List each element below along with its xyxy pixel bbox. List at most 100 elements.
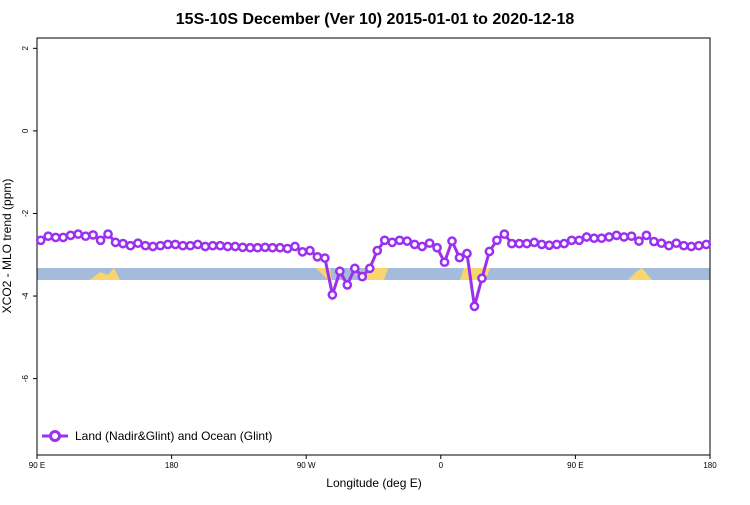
data-point: [237, 242, 248, 253]
x-tick-label: 90 E: [567, 461, 583, 470]
y-axis-label: XCO2 - MLO trend (ppm): [0, 179, 14, 314]
data-point: [394, 235, 405, 246]
data-point: [566, 235, 577, 246]
data-point: [619, 232, 629, 242]
data-point: [596, 233, 607, 244]
data-point: [140, 240, 151, 251]
data-point: [626, 231, 637, 242]
data-point: [245, 242, 255, 253]
data-point: [521, 238, 532, 249]
data-point: [349, 263, 360, 274]
data-point: [536, 239, 547, 250]
data-point: [357, 271, 368, 282]
data-point: [267, 242, 278, 253]
data-point: [544, 240, 555, 251]
data-point: [50, 232, 61, 243]
data-point: [335, 266, 345, 277]
data-point: [551, 239, 562, 250]
data-point: [192, 239, 203, 250]
data-point: [230, 241, 241, 252]
x-tick-label: 180: [703, 461, 717, 470]
data-point: [312, 251, 323, 262]
legend-marker: [49, 430, 61, 442]
data-point: [88, 230, 98, 240]
y-tick-label: 2: [21, 46, 30, 51]
data-point: [686, 241, 697, 252]
data-point: [477, 273, 487, 284]
data-point: [110, 237, 121, 248]
data-point: [484, 246, 495, 257]
data-point: [200, 241, 211, 252]
data-point: [103, 229, 113, 239]
x-tick-label: 0: [439, 461, 444, 470]
data-point: [693, 240, 704, 251]
data-point: [492, 235, 502, 246]
data-point: [678, 240, 689, 251]
data-point: [409, 239, 420, 250]
data-point: [297, 247, 308, 257]
data-point: [95, 235, 106, 246]
y-tick-label: 0: [21, 128, 30, 133]
data-point: [163, 239, 173, 250]
data-point: [320, 253, 330, 263]
data-point: [43, 231, 54, 242]
x-axis-label: Longitude (deg E): [326, 476, 421, 490]
x-tick-label: 90 W: [297, 461, 316, 470]
data-point: [275, 242, 285, 253]
data-point: [125, 240, 136, 251]
data-point: [424, 238, 435, 249]
data-point: [58, 232, 69, 243]
data-point: [417, 241, 427, 252]
data-point: [469, 301, 480, 312]
y-tick-label: -2: [21, 209, 30, 217]
data-point: [439, 257, 450, 268]
data-point: [133, 238, 143, 249]
data-point: [215, 240, 226, 251]
data-point: [454, 252, 465, 263]
data-point: [506, 238, 517, 249]
data-point: [342, 280, 353, 290]
data-point: [671, 238, 682, 249]
data-point: [148, 241, 158, 252]
data-point: [80, 231, 91, 242]
data-point: [701, 239, 712, 250]
data-point: [589, 233, 599, 244]
data-point: [559, 238, 570, 249]
data-point: [65, 230, 76, 241]
data-point: [634, 236, 644, 246]
data-point: [282, 243, 293, 254]
data-point: [170, 239, 181, 250]
y-tick-label: -6: [21, 375, 30, 383]
data-point: [432, 242, 442, 253]
data-point: [447, 236, 457, 246]
legend-label: Land (Nadir&Glint) and Ocean (Glint): [75, 429, 272, 443]
data-point: [222, 241, 233, 252]
data-point: [611, 230, 622, 241]
data-point: [252, 242, 263, 253]
data-point: [387, 237, 398, 248]
y-tick-label: -4: [21, 292, 30, 300]
data-point: [641, 230, 652, 241]
data-point: [364, 263, 375, 274]
data-point: [372, 245, 383, 256]
x-tick-label: 180: [165, 461, 179, 470]
chart-title: 15S-10S December (Ver 10) 2015-01-01 to …: [176, 11, 575, 28]
data-point: [207, 240, 218, 251]
data-point: [379, 235, 390, 246]
data-point: [604, 232, 614, 242]
data-point: [529, 237, 540, 248]
data-point: [462, 248, 472, 259]
data-point: [402, 236, 412, 246]
data-point: [514, 238, 525, 249]
data-point: [118, 238, 128, 249]
data-point: [327, 289, 338, 300]
data-point: [260, 242, 270, 253]
data-point: [290, 241, 300, 252]
data-point: [73, 229, 83, 239]
data-point: [664, 240, 674, 251]
data-point: [656, 238, 667, 249]
data-point: [574, 235, 584, 246]
data-point: [185, 240, 196, 251]
data-point: [649, 236, 659, 247]
